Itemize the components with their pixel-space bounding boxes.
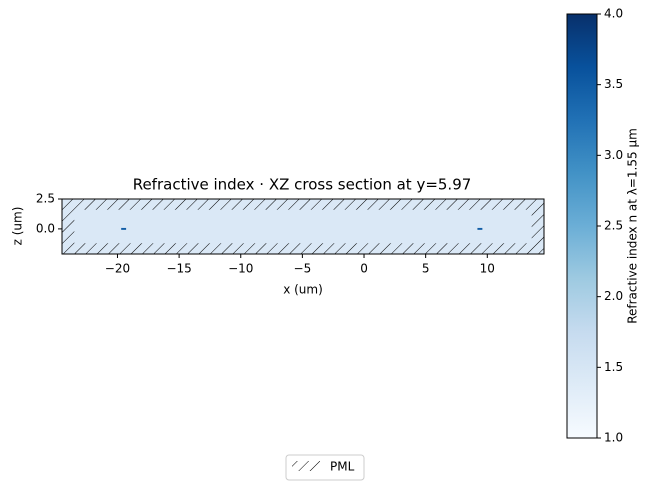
x-tick-label: −20	[105, 262, 130, 276]
y-tick-label: 2.5	[36, 192, 55, 206]
x-tick-label: −5	[294, 262, 312, 276]
x-axis-label: x (um)	[283, 283, 323, 297]
colorbar	[566, 13, 598, 439]
colorbar-tick-label: 2.5	[604, 219, 623, 233]
colorbar-tick-label: 4.0	[604, 7, 623, 21]
colorbar-tick-label: 3.0	[604, 148, 623, 162]
colorbar-tick-label: 2.0	[604, 289, 623, 303]
plot-frame	[61, 198, 545, 255]
x-tick-label: 5	[422, 262, 430, 276]
colorbar-label: Refractive index n at λ=1.55 µm	[626, 128, 640, 324]
colorbar-tick-label: 1.0	[604, 431, 623, 445]
colorbar-tick-label: 1.5	[604, 360, 623, 374]
colorbar-tick-label: 3.5	[604, 77, 623, 91]
y-tick-label: 0.0	[36, 221, 55, 235]
x-tick-label: −15	[166, 262, 191, 276]
x-tick-label: 10	[480, 262, 495, 276]
x-tick-label: 0	[360, 262, 368, 276]
legend-label: PML	[330, 460, 355, 474]
x-tick-label: −10	[228, 262, 253, 276]
legend-swatch	[292, 461, 320, 471]
feature	[121, 227, 127, 230]
y-axis-label: z (um)	[11, 207, 25, 246]
chart-title: Refractive index · XZ cross section at y…	[133, 176, 472, 194]
pml-hatch	[62, 199, 544, 254]
feature	[477, 227, 483, 230]
